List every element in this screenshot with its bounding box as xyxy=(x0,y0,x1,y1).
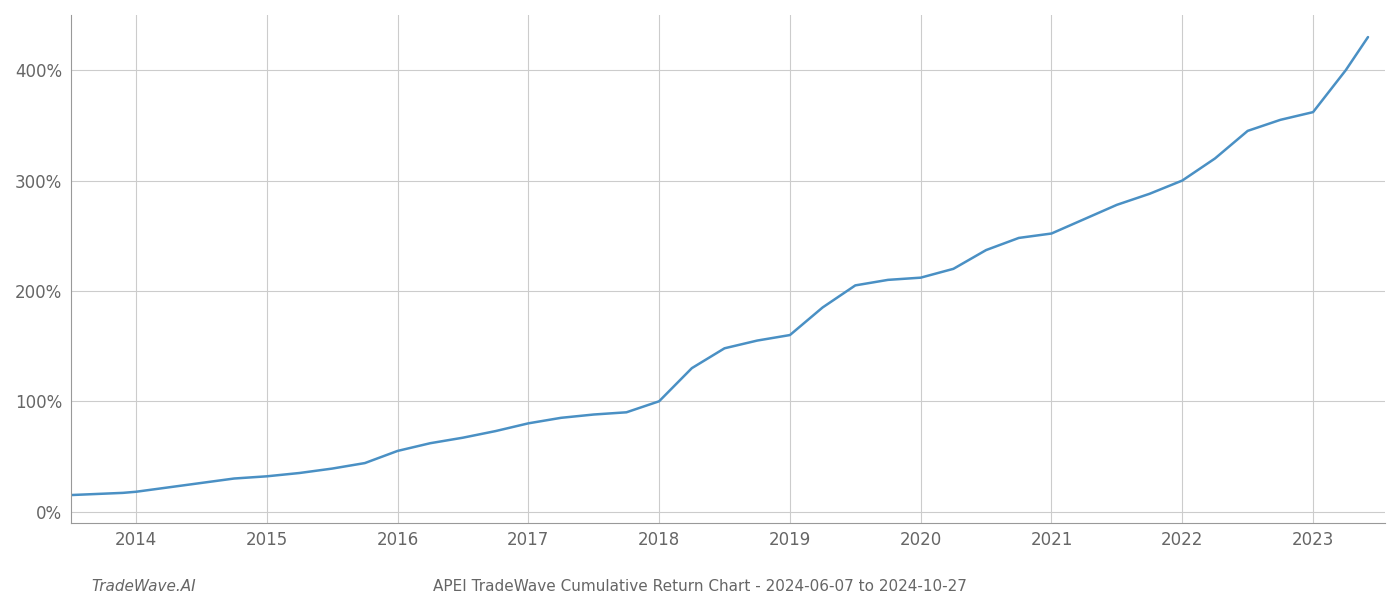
Text: APEI TradeWave Cumulative Return Chart - 2024-06-07 to 2024-10-27: APEI TradeWave Cumulative Return Chart -… xyxy=(433,579,967,594)
Text: TradeWave.AI: TradeWave.AI xyxy=(91,579,196,594)
